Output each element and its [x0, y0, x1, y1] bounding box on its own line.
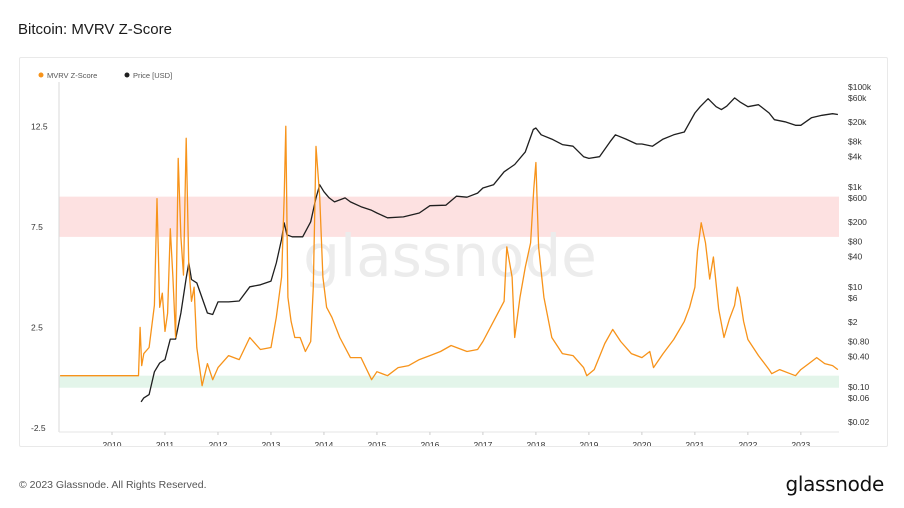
series-layer	[60, 97, 839, 403]
copyright-text: © 2023 Glassnode. All Rights Reserved.	[19, 479, 207, 491]
y-right-tick-label: $2	[848, 317, 858, 327]
brand-logo: glassnode	[785, 472, 884, 496]
mvrv-zscore-line	[60, 125, 839, 387]
y-right-tick-label: $0.80	[848, 337, 870, 347]
x-tick-label: 2020	[632, 440, 651, 446]
x-tick-label: 2019	[579, 440, 598, 446]
axes: 12.5 7.5 2.5 -2.5 $100k$60k $20k $8k $4k $1k$600…	[31, 82, 872, 446]
x-tick-label: 2022	[738, 440, 757, 446]
zone-bands	[59, 196, 839, 388]
legend-label-zscore[interactable]: MVRV Z-Score	[47, 71, 97, 80]
x-tick-label: 2012	[209, 440, 228, 446]
x-tick-label: 2016	[420, 440, 439, 446]
legend-label-price[interactable]: Price [USD]	[133, 71, 172, 80]
x-tick-label: 2023	[791, 440, 810, 446]
green-zone-band	[59, 375, 839, 388]
y-right-tick-label: $600	[848, 193, 867, 203]
x-tick-label: 2018	[526, 440, 545, 446]
y-right-tick-label: $40	[848, 252, 862, 262]
y-right-tick-label: $0.10	[848, 382, 870, 392]
y-right-tick-label: $60k	[848, 93, 867, 103]
x-tick-label: 2010	[103, 440, 122, 446]
watermark-text: glassnode	[303, 222, 597, 290]
y-left-tick-label: 12.5	[31, 121, 48, 131]
y-right-tick-label: $10	[848, 282, 862, 292]
x-tick-label: 2014	[314, 440, 333, 446]
y-right-tick-label: $0.02	[848, 417, 870, 427]
y-right-tick-label: $6	[848, 293, 858, 303]
legend-swatch-price	[124, 72, 130, 78]
watermark-layer: glassnode	[303, 222, 597, 290]
x-tick-label: 2017	[473, 440, 492, 446]
x-tick-label: 2021	[685, 440, 704, 446]
y-right-tick-label: $4k	[848, 152, 862, 162]
y-right-tick-label: $20k	[848, 117, 867, 127]
y-right-tick-label: $1k	[848, 182, 862, 192]
y-right-tick-label: $100k	[848, 82, 872, 92]
y-left-tick-label: -2.5	[31, 423, 46, 433]
y-right-tick-label: $200	[848, 217, 867, 227]
legend-swatch-zscore	[38, 72, 44, 78]
red-zone-band	[59, 196, 839, 237]
page-title: Bitcoin: MVRV Z-Score	[18, 21, 172, 38]
x-tick-label: 2011	[156, 440, 175, 446]
y-right-tick-label: $80	[848, 237, 862, 247]
y-right-tick-label: $8k	[848, 137, 862, 147]
chart-panel: glassnode 12.5 7.5 2.5 -2.5 $100k $60k $20k $8k…	[19, 57, 888, 447]
y-right-tick-label: $0.40	[848, 352, 870, 362]
price-line	[140, 97, 838, 403]
x-tick-label: 2015	[367, 440, 386, 446]
legend: MVRV Z-Score Price [USD]	[38, 71, 172, 80]
mvrv-chart: glassnode 12.5 7.5 2.5 -2.5 $100k$60k $20k $8k…	[31, 71, 872, 446]
x-tick-label: 2013	[261, 440, 280, 446]
y-right-tick-label: $0.06	[848, 393, 870, 403]
y-left-tick-label: 7.5	[31, 222, 43, 232]
y-left-tick-label: 2.5	[31, 322, 43, 332]
